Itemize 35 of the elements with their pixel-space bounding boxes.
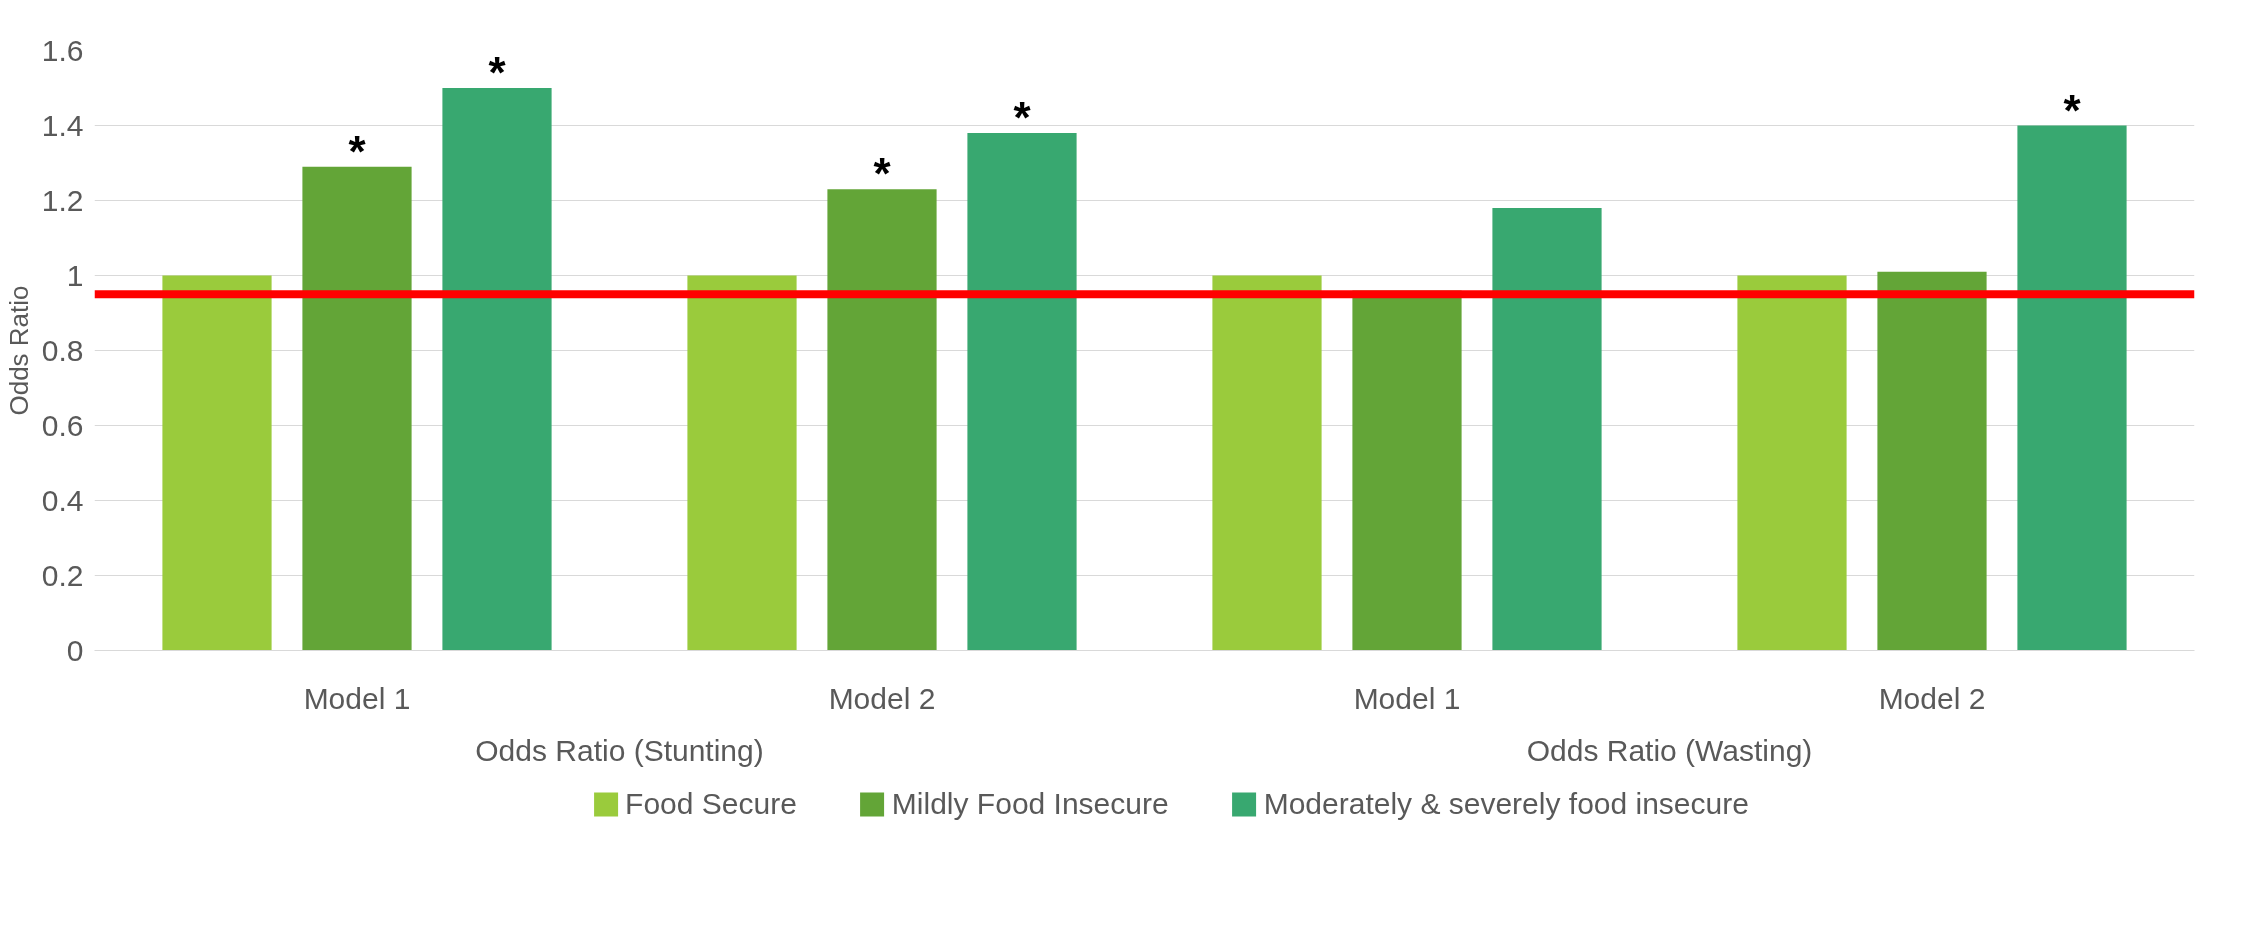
x-tick-label: Model 2: [1878, 681, 1986, 715]
data-label: *: [488, 48, 507, 97]
data-label: *: [2063, 85, 2082, 135]
bar: [1737, 275, 1847, 651]
x-tick-label: Model 1: [303, 681, 411, 715]
y-tick-label: 0.6: [41, 408, 84, 442]
x-tick-label: Model 2: [828, 681, 936, 715]
data-label: *: [1013, 93, 1032, 142]
bar: [2017, 125, 2127, 651]
bar: [1212, 275, 1322, 651]
bar: [442, 88, 552, 651]
y-tick-label: 1.6: [41, 33, 84, 67]
text: Odds Ratio (Wasting): [1526, 733, 1813, 767]
data-label: *: [348, 126, 367, 176]
legend-label: Moderately & severely food insecure: [1263, 787, 1749, 821]
text: Odds Ratio (Stunting): [475, 733, 764, 767]
y-tick-label: 0.4: [41, 483, 84, 517]
bar: [827, 189, 937, 651]
y-tick-label: 0: [66, 633, 84, 667]
legend-label: Food Secure: [625, 787, 797, 821]
y-tick-label: 1.2: [41, 183, 84, 217]
y-tick-label: 1: [66, 258, 84, 292]
bar: [687, 275, 797, 651]
bar: [162, 275, 272, 651]
y-tick-label: 1.4: [41, 108, 84, 142]
bar: [1877, 271, 1987, 651]
y-tick-label: 0.2: [41, 558, 84, 592]
bar: [1492, 208, 1602, 651]
y-axis-title: Odds Ratio: [3, 285, 34, 416]
bar: [302, 166, 412, 651]
legend-label: Mildly Food Insecure: [891, 787, 1169, 821]
x-tick-label: Model 1: [1353, 681, 1461, 715]
data-label: *: [873, 149, 892, 199]
y-tick-label: 0.8: [41, 333, 84, 367]
bar: [967, 133, 1077, 651]
